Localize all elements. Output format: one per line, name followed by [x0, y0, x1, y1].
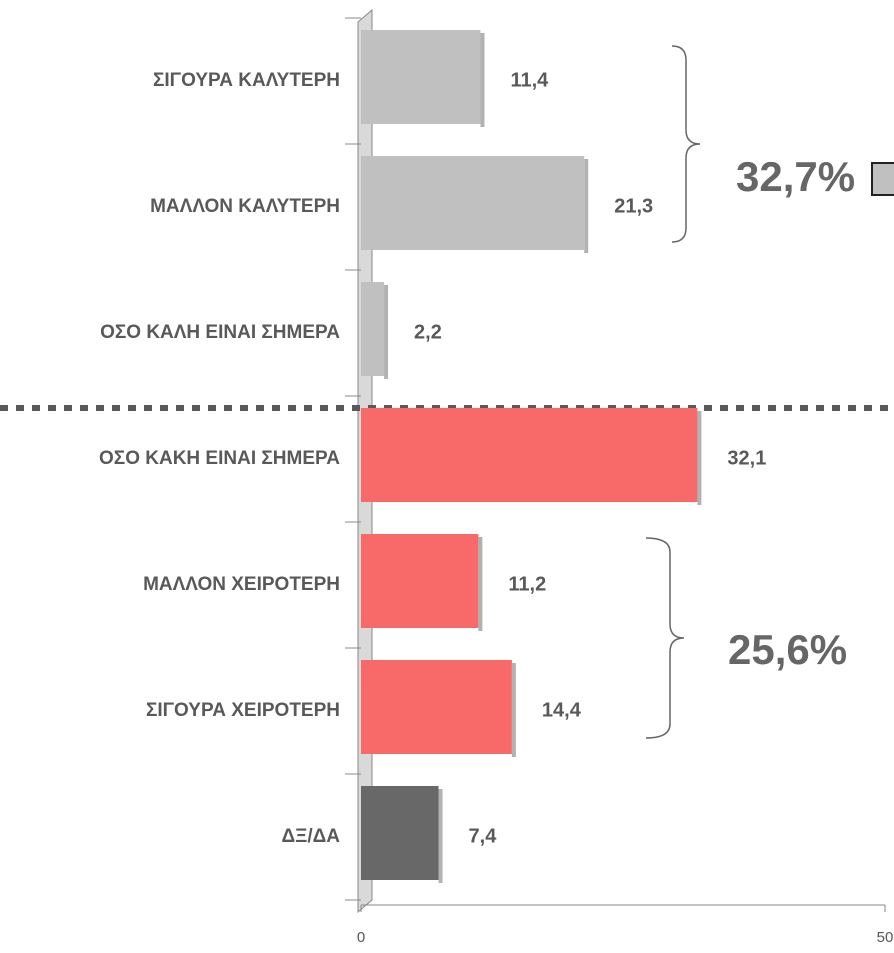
value-label: 21,3: [614, 195, 653, 217]
y-tick-label: ΟΣΟ ΚΑΛΗ ΕΙΝΑΙ ΣΗΜΕΡΑ: [100, 322, 340, 343]
bar: [361, 786, 439, 880]
y-tick-label: ΟΣΟ ΚΑΚΗ ΕΙΝΑΙ ΣΗΜΕΡΑ: [99, 448, 340, 469]
bar: [361, 156, 585, 250]
annotation: 32,7%: [736, 153, 855, 200]
bar-side: [478, 537, 483, 631]
x-tick-label: 0: [357, 929, 365, 946]
value-label: 14,4: [542, 699, 582, 721]
value-label: 7,4: [469, 825, 498, 847]
bar: [361, 282, 385, 376]
bar: [361, 660, 512, 754]
bar: [361, 30, 481, 124]
value-label: 11,4: [510, 69, 549, 91]
value-label: 2,2: [414, 321, 442, 343]
brace: [671, 45, 701, 243]
bar: [361, 534, 479, 628]
bar-side: [480, 33, 485, 127]
value-label: 32,1: [727, 447, 766, 469]
bar-side: [438, 789, 443, 883]
y-tick-label: ΜΑΛΛΟΝ ΧΕΙΡΟΤΕΡΗ: [143, 574, 340, 595]
bar-side: [697, 411, 702, 505]
bar-side: [511, 663, 516, 757]
legend-swatch: [871, 162, 894, 196]
y-tick-label: ΜΑΛΛΟΝ ΚΑΛΥΤΕΡΗ: [150, 196, 340, 217]
bar-side: [384, 285, 389, 379]
annotation: 25,6%: [728, 626, 847, 673]
bar: [361, 408, 698, 502]
y-tick-label: ΔΞ/ΔΑ: [281, 826, 340, 847]
brace: [645, 537, 685, 739]
y-tick-label: ΣΙΓΟΥΡΑ ΧΕΙΡΟΤΕΡΗ: [146, 700, 340, 721]
x-tick-label: 50: [877, 929, 894, 946]
bar-side: [584, 159, 589, 253]
value-label: 11,2: [508, 573, 546, 595]
y-tick-label: ΣΙΓΟΥΡΑ ΚΑΛΥΤΕΡΗ: [153, 70, 340, 91]
